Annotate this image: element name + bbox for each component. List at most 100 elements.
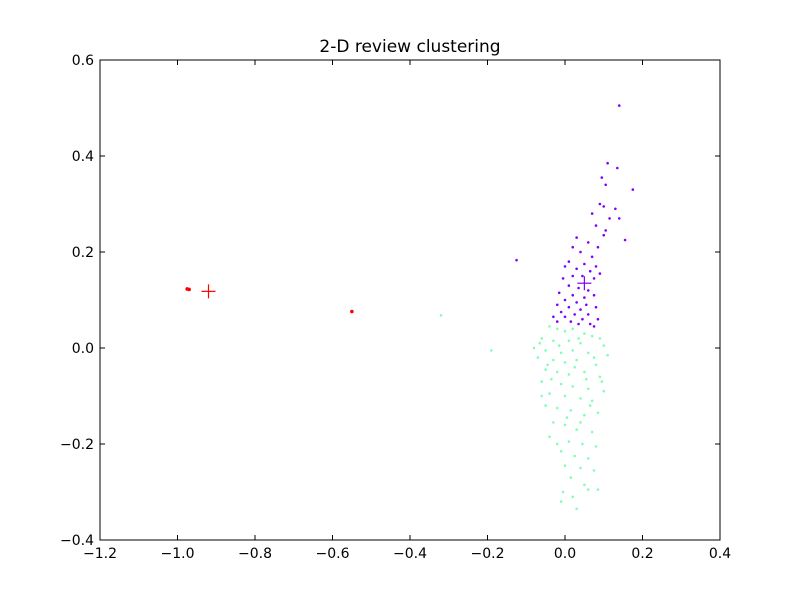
data-point [555, 320, 559, 323]
data-point [559, 500, 563, 503]
data-point [604, 183, 607, 187]
data-point [350, 309, 354, 314]
data-point [573, 454, 576, 458]
y-tick-label: 0.0 [72, 341, 94, 357]
data-point [623, 238, 627, 242]
data-point [594, 305, 598, 309]
plot-frame [99, 59, 721, 541]
x-tick-label: −1.2 [83, 546, 117, 562]
data-point [592, 277, 596, 280]
data-point [559, 310, 563, 314]
data-point [581, 442, 584, 446]
data-point [573, 313, 576, 316]
x-tick-label: −0.2 [471, 546, 505, 562]
data-point [555, 406, 559, 410]
data-point [552, 315, 555, 319]
data-point [548, 435, 551, 439]
data-point [586, 457, 590, 460]
data-point [586, 313, 590, 316]
data-point [579, 397, 582, 400]
data-point [604, 229, 607, 232]
x-tick-label: 0.2 [631, 546, 653, 562]
data-point [581, 274, 584, 278]
data-point [583, 296, 586, 299]
data-point [571, 385, 575, 388]
data-point [546, 363, 549, 367]
data-point [555, 370, 559, 374]
data-point [557, 344, 561, 347]
data-point [594, 265, 598, 268]
data-point [594, 445, 598, 448]
data-point [571, 245, 575, 249]
data-point [532, 346, 536, 350]
data-point [567, 373, 571, 376]
data-point [540, 380, 544, 383]
data-point [616, 166, 619, 170]
data-point [590, 399, 594, 403]
data-point [571, 495, 575, 499]
data-point [596, 411, 600, 415]
data-point [575, 236, 578, 239]
data-point [596, 245, 600, 249]
y-tick-label: 0.2 [72, 245, 94, 261]
data-point [600, 380, 604, 383]
data-point [579, 421, 582, 424]
data-point [439, 314, 443, 317]
data-point [588, 404, 592, 407]
y-tick-label: −0.4 [60, 533, 94, 549]
data-point [590, 212, 594, 215]
x-tick-label: −0.6 [316, 546, 350, 562]
data-point [555, 327, 559, 331]
data-point [579, 466, 582, 470]
data-point [606, 353, 609, 357]
data-point [577, 337, 580, 340]
data-point [596, 317, 600, 321]
data-point [608, 217, 611, 220]
data-point [581, 317, 584, 321]
data-point [557, 291, 561, 295]
data-point [563, 423, 567, 427]
data-point [579, 308, 582, 311]
data-point [596, 488, 600, 491]
data-point [567, 260, 571, 263]
data-point [586, 488, 590, 491]
data-point [585, 377, 588, 381]
data-point [555, 303, 559, 307]
data-point [575, 301, 578, 304]
data-point [585, 303, 588, 307]
x-tick-label: 0.0 [554, 546, 576, 562]
data-point [617, 104, 621, 107]
data-point [602, 205, 606, 208]
data-point [552, 421, 555, 424]
points-layer [185, 104, 635, 511]
chart-title: 2-D review clustering [319, 37, 500, 57]
data-point [571, 327, 575, 331]
data-point [563, 464, 567, 467]
data-point [544, 349, 547, 352]
data-point [577, 322, 580, 326]
data-point [569, 476, 573, 479]
data-point [598, 375, 602, 379]
data-point [567, 339, 571, 343]
data-point [563, 265, 567, 268]
data-point [536, 356, 540, 359]
data-point [552, 358, 555, 362]
cluster-centroid-marker [201, 284, 216, 299]
data-point [602, 344, 606, 347]
data-point [540, 337, 544, 340]
data-point [559, 351, 563, 355]
data-point [575, 267, 578, 271]
data-point [588, 322, 592, 326]
data-point [569, 409, 573, 412]
data-point [586, 241, 590, 244]
data-point [617, 217, 621, 220]
data-point [600, 176, 604, 179]
data-point [544, 368, 547, 371]
data-point [575, 507, 578, 511]
data-point [583, 483, 586, 487]
data-point [571, 293, 575, 297]
data-point [579, 250, 582, 254]
cluster-centroid-marker [577, 276, 592, 291]
data-point [550, 377, 553, 381]
